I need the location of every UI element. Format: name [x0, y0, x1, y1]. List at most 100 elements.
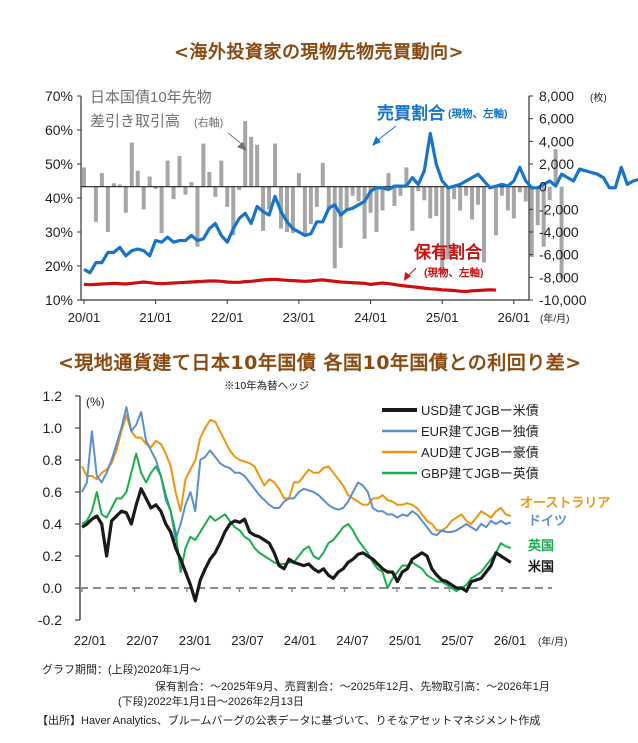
- left-tick-label: 60%: [45, 122, 73, 138]
- trade-arrowhead: [372, 136, 381, 146]
- futures-bar: [434, 186, 439, 217]
- aud-jgb-spread-line: [81, 414, 512, 532]
- futures-bar: [117, 184, 122, 187]
- futures-bar: [177, 156, 182, 187]
- right-tick-label: 0: [539, 179, 547, 195]
- futures-bar: [511, 186, 516, 219]
- futures-bar: [416, 186, 421, 192]
- futures-bar: [261, 186, 266, 231]
- y-tick-label: 0.6: [43, 484, 63, 500]
- futures-bar: [141, 186, 146, 210]
- futures-bar: [290, 186, 295, 234]
- trade-ratio-line: [83, 131, 638, 275]
- futures-bar: [499, 186, 504, 196]
- futures-bar: [308, 186, 313, 225]
- x-tick-label: 25/01: [426, 310, 459, 325]
- y-tick-label: 0.4: [43, 516, 63, 532]
- left-tick-label: 40%: [45, 190, 73, 206]
- gbp-jgb-spread-line: [81, 452, 512, 593]
- futures-bar: [362, 186, 367, 239]
- futures-bar: [398, 186, 403, 196]
- futures-bar: [314, 186, 319, 208]
- bars-label-line1: 日本国債10年先物: [90, 89, 212, 106]
- period-label: グラフ期間：(上段)2020年1月～: [42, 664, 201, 676]
- x-tick-label: 22/07: [126, 633, 159, 648]
- x-tick-label: 24/01: [354, 310, 387, 325]
- y-axis-unit: (%): [86, 395, 105, 409]
- futures-bar: [458, 186, 463, 211]
- end-label: ドイツ: [528, 513, 567, 528]
- hold-label-sub: (現物、左軸): [424, 266, 484, 279]
- futures-bar: [392, 186, 397, 206]
- y-tick-label: 0.8: [43, 452, 63, 468]
- x-tick-label: 23/01: [179, 633, 212, 648]
- futures-bar: [547, 186, 552, 201]
- top-chart-labels: 70% 60% 50% 40% 30% 20% 10% 8,000 6,000 4,000 2,00…: [45, 88, 607, 325]
- futures-bar: [404, 167, 409, 187]
- futures-bar: [189, 182, 194, 187]
- left-tick-label: 30%: [45, 224, 73, 240]
- futures-bar: [446, 186, 451, 260]
- trade-arrow: [377, 125, 397, 141]
- futures-bar: [464, 186, 469, 196]
- right-tick-label: 4,000: [539, 133, 574, 149]
- source-note: 【出所】Haver Analytics、ブルームバーグの公表データに基づいて、り…: [37, 715, 541, 727]
- x-tick-label: 25/01: [389, 633, 422, 648]
- x-tick-label: 24/07: [336, 633, 369, 648]
- hold-label: 保有割合: [413, 242, 483, 262]
- top-chart: 70% 60% 50% 40% 30% 20% 10% 8,000 6,000 4,000 2,00…: [45, 88, 638, 325]
- futures-bar: [129, 142, 134, 187]
- bars-label-axis: (右軸): [194, 115, 223, 129]
- y-tick-label: 0.0: [43, 580, 63, 596]
- futures-bar: [344, 186, 349, 210]
- futures-bar: [374, 186, 379, 232]
- right-tick-label: 6,000: [539, 111, 574, 127]
- futures-bar: [326, 186, 331, 211]
- futures-bar: [201, 143, 206, 187]
- futures-bar: [123, 186, 128, 213]
- futures-bar: [356, 186, 361, 202]
- left-tick-label: 70%: [45, 88, 73, 104]
- futures-bar: [237, 186, 242, 191]
- bottom-chart-axes: [75, 395, 552, 621]
- futures-bar: [452, 186, 457, 200]
- futures-bar: [82, 167, 86, 187]
- futures-bar: [207, 171, 212, 187]
- holding-ratio-line: [83, 277, 496, 294]
- futures-bar: [296, 173, 301, 187]
- futures-bar: [523, 186, 528, 202]
- futures-bar: [505, 186, 510, 211]
- y-tick-label: 1.2: [43, 388, 63, 404]
- futures-bar: [93, 186, 98, 222]
- left-tick-label: 10%: [45, 292, 73, 308]
- futures-bar: [243, 120, 248, 187]
- x-tick-label: 25/07: [441, 633, 474, 648]
- futures-bar: [559, 186, 564, 279]
- futures-bar: [368, 186, 373, 213]
- futures-bar: [171, 186, 176, 200]
- futures-bar: [386, 173, 391, 187]
- hedge-note: ※10年為替ヘッジ: [224, 380, 310, 392]
- hold-arrowhead: [404, 272, 411, 281]
- futures-bar: [255, 144, 260, 187]
- futures-bar: [105, 186, 110, 232]
- futures-bar: [165, 160, 170, 187]
- y-tick-label: 1.0: [43, 420, 63, 436]
- futures-bar: [231, 186, 236, 236]
- x-tick-label: 22/01: [211, 310, 244, 325]
- y-tick-label: 0.2: [43, 548, 63, 564]
- futures-bar: [541, 186, 546, 247]
- futures-bar: [284, 186, 289, 232]
- right-tick-label: -6,000: [539, 247, 579, 263]
- left-tick-label: 50%: [45, 156, 73, 172]
- period-bottom: (下段)2022年1月1日～2026年2月13日: [118, 696, 304, 708]
- top-chart-title: <海外投資家の現物先物売買動向>: [173, 42, 465, 63]
- futures-bar: [99, 173, 104, 187]
- period-top-detail: 保有割合：～2025年9月、売買割合：～2025年12月、先物取引高：～2026…: [155, 681, 550, 693]
- futures-bar: [147, 176, 152, 187]
- futures-bar: [422, 186, 427, 201]
- futures-bar: [320, 162, 325, 187]
- end-label: 英国: [527, 538, 554, 553]
- right-tick-label: 2,000: [539, 156, 574, 172]
